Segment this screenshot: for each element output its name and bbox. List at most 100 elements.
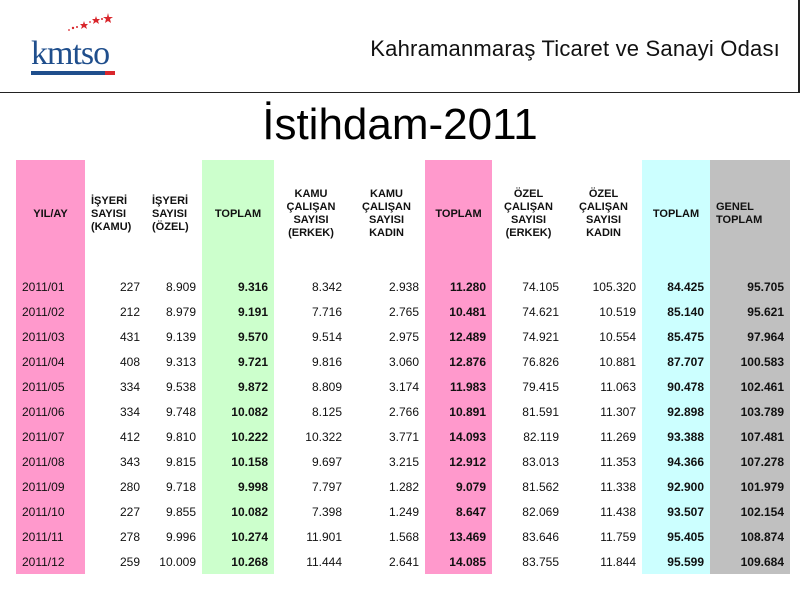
table-cell: 9.816 <box>311 354 342 369</box>
header-bar: kmtso Kahramanmaraş Ticaret ve Sanayi Od… <box>0 0 800 93</box>
col-isyeri-ozel: İŞYERİ SAYISI (ÖZEL) <box>152 194 189 233</box>
table-cell: 2011/03 <box>16 324 85 349</box>
table-row: 2011/10 227 9.855 10.082 7.398 1.249 8.647 82.0… <box>16 499 790 524</box>
table-row: 2011/09 280 9.718 9.998 7.797 1.282 9.079 81.56… <box>16 474 790 499</box>
table-cell: 10.268 <box>202 549 274 574</box>
table-cell: 2011/05 <box>16 374 85 399</box>
table-cell: 259 <box>119 554 140 569</box>
table-cell: 8.809 <box>311 379 342 394</box>
table-cell: 10.481 <box>425 299 492 324</box>
table-cell: 10.554 <box>599 329 636 344</box>
table-cell: 93.388 <box>642 424 710 449</box>
table-cell: 1.568 <box>388 529 419 544</box>
table-cell: 9.748 <box>165 404 196 419</box>
table-cell: 11.353 <box>600 454 636 469</box>
table-cell: 1.282 <box>388 479 419 494</box>
table-cell: 76.826 <box>522 354 559 369</box>
table-cell: 12.876 <box>425 349 492 374</box>
table-cell: 2011/06 <box>16 399 85 424</box>
table-cell: 2011/04 <box>16 349 85 374</box>
table-cell: 212 <box>119 304 140 319</box>
table-cell: 11.844 <box>600 554 636 569</box>
table-cell: 10.158 <box>202 449 274 474</box>
table-cell: 90.478 <box>642 374 710 399</box>
table-cell: 82.119 <box>523 429 559 444</box>
table-cell: 95.405 <box>642 524 710 549</box>
table-cell: 95.599 <box>642 549 710 574</box>
table-cell: 12.489 <box>425 324 492 349</box>
table-cell: 2.766 <box>388 404 419 419</box>
table-cell: 92.898 <box>642 399 710 424</box>
table-row: 2011/04 408 9.313 9.721 9.816 3.060 12.876 76.8… <box>16 349 790 374</box>
table-cell: 278 <box>119 529 140 544</box>
table-cell: 10.082 <box>202 499 274 524</box>
table-row: 2011/11 278 9.996 10.274 11.901 1.568 13.469 83… <box>16 524 790 549</box>
table-cell: 11.983 <box>425 374 492 399</box>
table-cell: 82.069 <box>522 504 559 519</box>
table-cell: 92.900 <box>642 474 710 499</box>
table-cell: 7.797 <box>311 479 342 494</box>
table-cell: 94.366 <box>642 449 710 474</box>
table-cell: 334 <box>119 379 140 394</box>
table-cell: 11.759 <box>600 529 636 544</box>
table-cell: 83.755 <box>522 554 559 569</box>
table-row: 2011/01 227 8.909 9.316 8.342 2.938 11.280 74.1… <box>16 274 790 299</box>
table-cell: 9.872 <box>202 374 274 399</box>
table-cell: 412 <box>119 429 140 444</box>
table-cell: 11.901 <box>306 529 342 544</box>
table-cell: 14.093 <box>425 424 492 449</box>
table-row: 2011/05 334 9.538 9.872 8.809 3.174 11.983 79.4… <box>16 374 790 399</box>
table-cell: 74.105 <box>522 279 559 294</box>
table-cell: 109.684 <box>710 549 790 574</box>
table-cell: 97.964 <box>710 324 790 349</box>
table-cell: 12.912 <box>425 449 492 474</box>
table-cell: 10.009 <box>159 554 196 569</box>
col-toplam-kamu: TOPLAM <box>425 160 492 268</box>
table-cell: 14.085 <box>425 549 492 574</box>
table-row: 2011/07 412 9.810 10.222 10.322 3.771 14.093 82… <box>16 424 790 449</box>
col-toplam-isyeri: TOPLAM <box>202 160 274 268</box>
organization-name: Kahramanmaraş Ticaret ve Sanayi Odası <box>370 36 780 61</box>
table-cell: 2011/12 <box>16 549 85 574</box>
table-cell: 334 <box>119 404 140 419</box>
table-cell: 10.274 <box>202 524 274 549</box>
table-cell: 8.979 <box>165 304 196 319</box>
table-cell: 79.415 <box>522 379 559 394</box>
table-cell: 107.278 <box>710 449 790 474</box>
table-cell: 95.705 <box>710 274 790 299</box>
col-toplam-ozel: TOPLAM <box>642 160 710 268</box>
table-cell: 9.316 <box>202 274 274 299</box>
table-cell: 8.647 <box>425 499 492 524</box>
table-cell: 9.079 <box>425 474 492 499</box>
table-cell: 3.215 <box>388 454 419 469</box>
table-cell: 83.646 <box>522 529 559 544</box>
col-ozel-erkek: ÖZEL ÇALIŞAN SAYISI (ERKEK) <box>504 188 553 239</box>
table-cell: 10.222 <box>202 424 274 449</box>
table-cell: 1.249 <box>388 504 419 519</box>
table-cell: 9.570 <box>202 324 274 349</box>
table-cell: 101.979 <box>710 474 790 499</box>
table-cell: 3.174 <box>388 379 419 394</box>
table-cell: 9.718 <box>165 479 196 494</box>
table-cell: 2.765 <box>388 304 419 319</box>
table-cell: 2011/09 <box>16 474 85 499</box>
table-cell: 11.063 <box>600 379 636 394</box>
col-kamu-erkek: KAMU ÇALIŞAN SAYISI (ERKEK) <box>286 188 336 239</box>
table-cell: 280 <box>119 479 140 494</box>
col-ozel-kadin: ÖZEL ÇALIŞAN SAYISI KADIN <box>579 188 628 239</box>
table-cell: 9.815 <box>165 454 196 469</box>
table-cell: 2.641 <box>388 554 419 569</box>
table-cell: 93.507 <box>642 499 710 524</box>
col-yil-ay: YIL/AY <box>16 160 85 268</box>
table-cell: 2011/08 <box>16 449 85 474</box>
table-cell: 2011/11 <box>16 524 85 549</box>
table-cell: 7.716 <box>311 304 342 319</box>
table-cell: 431 <box>119 329 140 344</box>
table-cell: 11.280 <box>425 274 492 299</box>
table-cell: 9.313 <box>165 354 196 369</box>
table-cell: 84.425 <box>642 274 710 299</box>
table-cell: 3.060 <box>388 354 419 369</box>
table-cell: 81.562 <box>522 479 559 494</box>
table-cell: 2011/02 <box>16 299 85 324</box>
table-cell: 2011/01 <box>16 274 85 299</box>
